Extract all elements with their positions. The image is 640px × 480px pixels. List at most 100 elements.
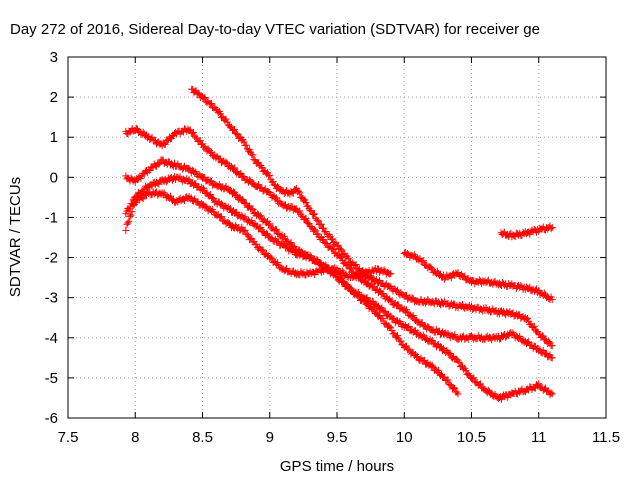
data-point — [517, 282, 525, 290]
data-point — [451, 384, 459, 392]
y-axis-label: SDTVAR / TECUs — [7, 177, 24, 297]
data-point — [124, 219, 132, 227]
data-point — [204, 145, 212, 153]
y-tick-label: 0 — [50, 169, 58, 186]
data-point — [248, 217, 256, 225]
data-point — [404, 249, 412, 257]
data-point — [387, 270, 395, 278]
data-point — [222, 115, 230, 123]
data-point — [206, 190, 214, 198]
series-track-6 — [400, 249, 556, 304]
data-point — [340, 278, 348, 286]
data-point — [243, 230, 251, 238]
data-point — [125, 217, 133, 225]
data-point — [296, 207, 304, 215]
data-point — [363, 293, 371, 301]
data-point — [337, 246, 345, 254]
data-point — [246, 146, 254, 154]
data-point — [420, 321, 428, 329]
series-track-2 — [122, 124, 556, 362]
data-point — [329, 245, 337, 253]
x-tick-label: 10.5 — [457, 429, 486, 446]
data-point — [190, 128, 198, 136]
y-tick-label: -3 — [45, 290, 58, 307]
data-point — [132, 124, 140, 132]
y-tick-label: -1 — [45, 209, 58, 226]
data-point — [530, 322, 538, 330]
data-point — [476, 380, 484, 388]
data-point — [139, 128, 147, 136]
data-point — [246, 176, 254, 184]
data-point — [155, 160, 163, 168]
x-tick-label: 11 — [531, 429, 547, 446]
grid-lines — [68, 57, 606, 418]
data-point — [270, 181, 278, 189]
y-tick-label: -4 — [45, 330, 58, 347]
data-point — [274, 182, 282, 190]
data-point — [444, 329, 452, 337]
data-point — [446, 349, 454, 357]
data-point — [139, 195, 147, 203]
x-tick-label: 8 — [131, 429, 139, 446]
data-point — [405, 323, 413, 331]
data-point — [226, 186, 234, 194]
data-point — [314, 217, 322, 225]
data-point — [548, 354, 556, 362]
data-point — [287, 238, 295, 246]
series-track-4 — [122, 173, 556, 403]
data-point — [547, 225, 555, 233]
data-point — [475, 276, 483, 284]
data-point — [272, 194, 280, 202]
data-point — [307, 206, 315, 214]
data-point — [239, 195, 247, 203]
data-point — [336, 245, 344, 253]
data-point — [535, 380, 543, 388]
data-point — [296, 189, 304, 197]
data-point — [185, 165, 193, 173]
data-point — [334, 250, 342, 258]
data-point — [548, 223, 556, 231]
data-point — [379, 315, 387, 323]
data-point — [206, 177, 214, 185]
data-point — [311, 226, 319, 234]
data-point — [249, 151, 257, 159]
data-point — [132, 199, 140, 207]
x-tick-label: 9.5 — [327, 429, 348, 446]
data-point — [161, 140, 169, 148]
data-point — [548, 342, 556, 350]
data-point — [231, 164, 239, 172]
data-point — [269, 178, 277, 186]
data-point — [302, 214, 310, 222]
data-point — [275, 229, 283, 237]
data-point — [241, 226, 249, 234]
series-track-7 — [497, 222, 556, 241]
data-point — [348, 285, 356, 293]
data-point — [271, 225, 279, 233]
data-point — [427, 264, 435, 272]
data-point — [311, 210, 319, 218]
data-point — [129, 202, 137, 210]
data-point — [540, 289, 548, 297]
data-point — [266, 220, 274, 228]
y-tick-label: -5 — [45, 370, 58, 387]
data-point — [262, 229, 270, 237]
x-axis-label: GPS time / hours — [280, 458, 394, 475]
data-point — [352, 261, 360, 269]
y-tick-label: 2 — [50, 89, 58, 106]
data-point — [230, 188, 238, 196]
data-point — [409, 312, 417, 320]
data-point — [317, 220, 325, 228]
data-point — [419, 257, 427, 265]
chart-title: Day 272 of 2016, Sidereal Day-to-day VTE… — [10, 21, 540, 38]
data-point — [454, 390, 462, 398]
data-point — [127, 211, 135, 219]
data-point — [402, 306, 410, 314]
data-point — [454, 357, 462, 365]
x-tick-label: 11.5 — [592, 429, 620, 446]
x-tick-label: 10 — [396, 429, 413, 446]
data-point — [309, 211, 317, 219]
x-tick-label: 7.5 — [58, 429, 79, 446]
series-track-5 — [122, 188, 395, 282]
data-point — [257, 212, 265, 220]
